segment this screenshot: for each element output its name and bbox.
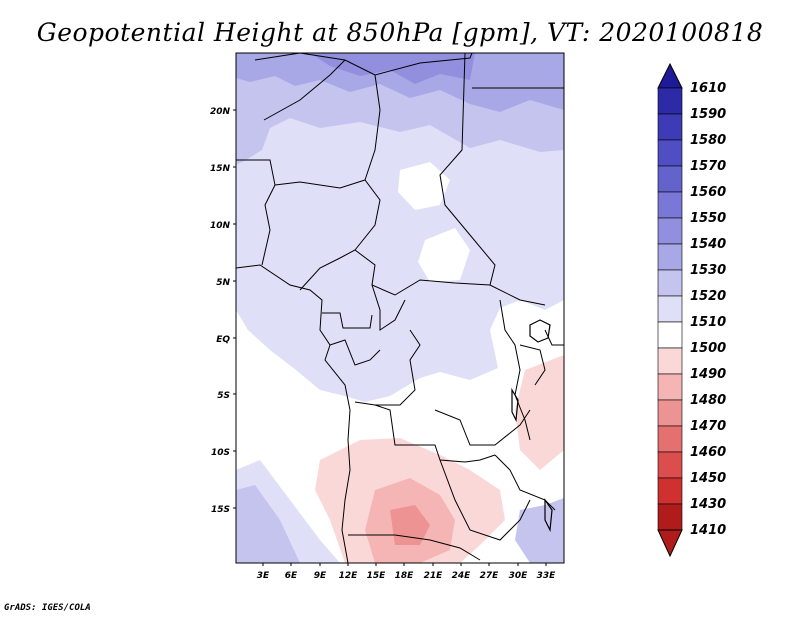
colorbar-label: 1520 [690, 289, 726, 304]
colorbar-segment [657, 321, 683, 349]
map-panel [236, 53, 564, 563]
contour-1550 [310, 53, 475, 84]
colorbar-segment [657, 295, 683, 323]
colorbar-segment [657, 165, 683, 193]
colorbar-segment [657, 243, 683, 271]
colorbar-bottom-triangle [657, 529, 683, 558]
lakes [511, 319, 553, 533]
colorbar-label: 1550 [690, 211, 726, 226]
chart-title: Geopotential Height at 850hPa [gpm], VT:… [36, 18, 764, 47]
colorbar-segment [657, 477, 683, 505]
colorbar-segment [657, 399, 683, 427]
colorbar-label: 1490 [690, 367, 726, 382]
lon-label: 18E [395, 571, 415, 581]
lon-label: 6E [285, 571, 298, 581]
contour-1500-east [515, 355, 564, 470]
lat-label: EQ [216, 335, 230, 345]
longitude-axis: 3E 6E 9E 12E 15E 18E 21E 24E 27E 30E 33E [257, 563, 556, 581]
lat-label: 10S [211, 448, 230, 458]
colorbar-label: 1450 [690, 471, 726, 486]
lon-label: 24E [452, 571, 472, 581]
credit-label: GrADS: IGES/COLA [4, 603, 91, 613]
colorbar-segment [657, 373, 683, 401]
lat-label: 5S [217, 391, 230, 401]
colorbar-segment [657, 503, 683, 531]
colorbar-label: 1580 [690, 133, 726, 148]
lon-label: 9E [314, 571, 327, 581]
lon-label: 21E [424, 571, 444, 581]
contour-1510-central [418, 228, 470, 282]
lon-label: 27E [480, 571, 500, 581]
lon-label: 12E [339, 571, 359, 581]
colorbar-segment [657, 347, 683, 375]
colorbar-segment [657, 191, 683, 219]
colorbar-segment [657, 217, 683, 245]
colorbar-label: 1470 [690, 419, 726, 434]
colorbar-segment [657, 113, 683, 141]
latitude-axis: 20N 15N 10N 5N EQ 5S 10S 15S [210, 107, 236, 515]
colorbar-label: 1430 [690, 497, 726, 512]
colorbar-segment [657, 269, 683, 297]
colorbar-segment [657, 139, 683, 167]
lon-label: 33E [537, 571, 557, 581]
contour-1540 [236, 53, 564, 112]
colorbar-label: 1460 [690, 445, 726, 460]
colorbar-segment [657, 87, 683, 115]
colorbar-label: 1590 [690, 107, 726, 122]
contour-1480 [390, 505, 430, 545]
lon-label: 3E [257, 571, 270, 581]
lat-label: 5N [216, 278, 230, 288]
lat-label: 20N [210, 107, 231, 117]
lat-label: 10N [210, 221, 231, 231]
colorbar-top-triangle [657, 62, 683, 89]
country-borders [236, 53, 564, 563]
colorbar-label: 1610 [690, 81, 726, 96]
colorbar-label: 1530 [690, 263, 726, 278]
colorbar-label: 1410 [690, 523, 726, 538]
map-frame [235, 52, 565, 564]
colorbar-segment [657, 451, 683, 479]
colorbar-label: 1510 [690, 315, 726, 330]
lat-label: 15N [210, 164, 231, 174]
colorbar-label: 1540 [690, 237, 726, 252]
colorbar-label: 1500 [690, 341, 726, 356]
lon-label: 30E [509, 571, 529, 581]
colorbar-label: 1480 [690, 393, 726, 408]
colorbar-segment [657, 425, 683, 453]
colorbar-label: 1560 [690, 185, 726, 200]
colorbar-label: 1570 [690, 159, 726, 174]
contour-1510-north [398, 162, 450, 210]
lon-label: 15E [367, 571, 387, 581]
contour-1530-sw [236, 485, 300, 563]
lat-label: 15S [211, 505, 230, 515]
colorbar: 1610 1590 1580 1570 1560 1550 1540 1530 … [657, 62, 726, 558]
